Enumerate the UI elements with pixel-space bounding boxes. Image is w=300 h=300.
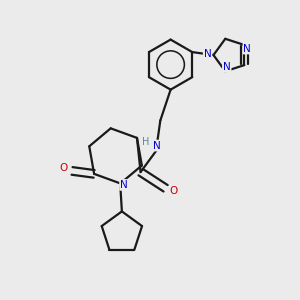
Text: N: N xyxy=(204,49,212,58)
Text: H: H xyxy=(142,137,149,147)
Text: N: N xyxy=(243,44,251,53)
Text: O: O xyxy=(60,163,68,173)
Text: N: N xyxy=(120,180,128,190)
Text: N: N xyxy=(153,141,160,151)
Text: N: N xyxy=(223,62,231,72)
Text: O: O xyxy=(170,186,178,196)
